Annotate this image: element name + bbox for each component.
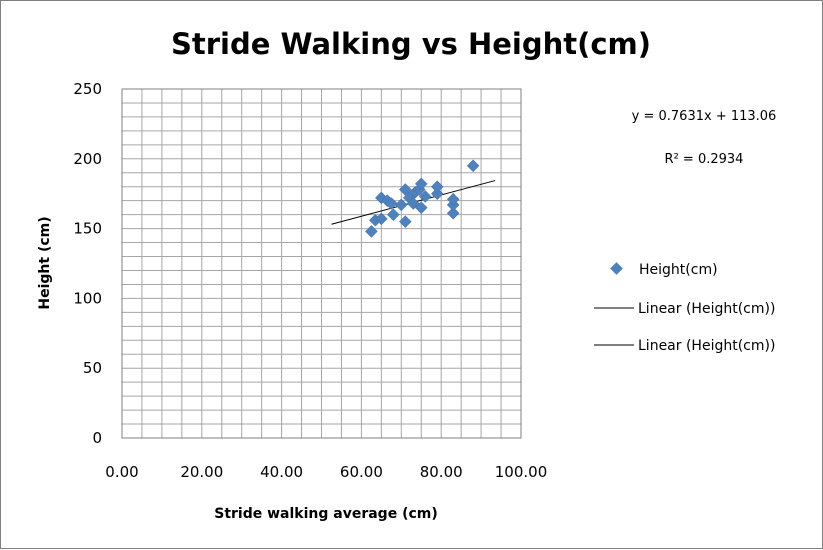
trendline-r-squared: R² = 0.2934 <box>665 152 744 167</box>
data-point <box>394 198 408 212</box>
y-tick-label: 50 <box>83 359 102 377</box>
y-tick-label: 150 <box>73 220 102 238</box>
data-point <box>374 212 388 226</box>
data-point <box>365 225 378 238</box>
y-axis-title: Height (cm) <box>37 216 53 309</box>
x-tick-label: 100.00 <box>495 463 548 481</box>
x-tick-label: 60.00 <box>340 463 383 481</box>
x-tick-label: 0.00 <box>105 463 138 481</box>
trendline-equation: y = 0.7631x + 113.06 <box>632 109 777 124</box>
x-tick-label: 20.00 <box>180 463 223 481</box>
legend-marker-icon <box>610 262 623 275</box>
data-point <box>446 192 460 206</box>
y-tick-label: 0 <box>92 429 102 447</box>
x-tick-label: 80.00 <box>420 463 463 481</box>
data-point <box>430 180 444 194</box>
data-point <box>384 197 398 210</box>
legend-label-linear-1: Linear (Height(cm)) <box>638 301 775 317</box>
y-tick-label: 100 <box>73 289 102 307</box>
data-point <box>398 215 412 228</box>
data-point <box>466 159 480 173</box>
data-point <box>386 208 400 221</box>
y-axis-ticks: 0 50 100 150 200 250 <box>73 80 102 447</box>
y-tick-label: 250 <box>73 80 102 98</box>
plot-area <box>121 88 522 439</box>
data-point <box>446 206 460 220</box>
data-point <box>430 187 444 201</box>
data-points <box>365 159 480 238</box>
data-point <box>418 190 432 203</box>
x-tick-label: 40.00 <box>260 463 303 481</box>
y-tick-label: 200 <box>73 150 102 168</box>
data-point <box>414 201 428 215</box>
gridlines <box>122 89 521 438</box>
plot-border <box>121 88 522 439</box>
legend-label-height: Height(cm) <box>639 262 718 278</box>
x-axis-title: Stride walking average (cm) <box>214 506 438 522</box>
chart-title: Stride Walking vs Height(cm) <box>171 27 651 61</box>
legend-label-linear-2: Linear (Height(cm)) <box>638 338 775 354</box>
legend: Height(cm) Linear (Height(cm)) Linear (H… <box>594 262 775 354</box>
data-point <box>414 177 428 191</box>
data-point <box>398 183 412 196</box>
x-axis-ticks: 0.00 20.00 40.00 60.00 80.00 100.00 <box>105 463 547 481</box>
